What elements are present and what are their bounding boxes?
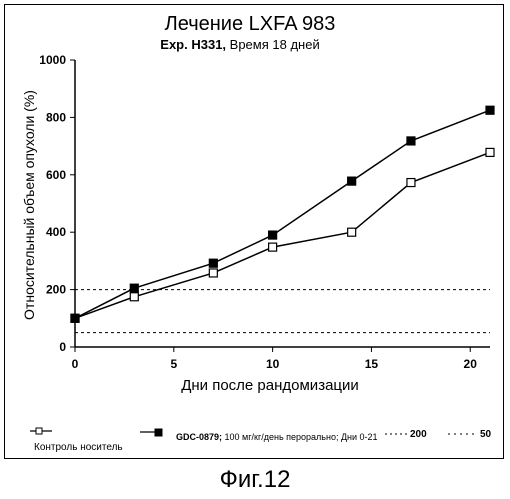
data-point-2 — [407, 137, 415, 145]
legend-marker-control — [36, 428, 42, 434]
legend-label-gdc-detail: 100 мг/кг/день перорально; Дни 0-21 — [222, 432, 378, 442]
data-point-2 — [348, 177, 356, 185]
legend-label-gdc: GDC-0879; 100 мг/кг/день перорально; Дни… — [176, 432, 378, 442]
x-tick-label: 10 — [266, 357, 280, 371]
y-tick-label: 400 — [46, 225, 66, 239]
data-point-2 — [486, 106, 494, 114]
axes: 0 200 400 600 800 1000 0 5 10 15 20 — [39, 53, 490, 371]
data-point-2 — [209, 259, 217, 267]
data-point-1 — [348, 228, 356, 236]
data-point-2 — [130, 284, 138, 292]
chart-subtitle: Exp. H331, Время 18 дней — [160, 37, 319, 52]
data-point-1 — [130, 293, 138, 301]
x-tick-label: 15 — [365, 357, 379, 371]
x-tick-label: 0 — [72, 357, 79, 371]
x-tick-label: 20 — [464, 357, 478, 371]
data-point-1 — [407, 179, 415, 187]
data-point-1 — [209, 269, 217, 277]
legend-marker-gdc — [155, 429, 162, 436]
x-axis-label: Дни после рандомизации — [181, 377, 359, 394]
y-tick-label: 600 — [46, 168, 66, 182]
data-point-2 — [71, 314, 79, 322]
line-chart: Лечение LXFA 983 Exp. H331, Время 18 дне… — [0, 0, 510, 460]
legend-label-gdc-name: GDC-0879; — [176, 432, 222, 442]
data-point-2 — [269, 231, 277, 239]
legend-label-control: Контроль носитель — [34, 442, 123, 453]
data-point-1 — [269, 243, 277, 251]
y-tick-label: 1000 — [39, 53, 66, 67]
y-axis-label: Относительный объем опухоли (%) — [21, 90, 37, 320]
chart-title: Лечение LXFA 983 — [165, 13, 336, 35]
legend: Контроль носитель GDC-0879; 100 мг/кг/ден… — [30, 428, 492, 453]
y-tick-label: 0 — [59, 340, 66, 354]
y-tick-label: 800 — [46, 110, 66, 124]
y-tick-label: 200 — [46, 283, 66, 297]
data-point-1 — [486, 148, 494, 156]
chart-subtitle-rest: Время 18 дней — [226, 37, 320, 52]
legend-label-ref-50: 50 — [480, 429, 492, 440]
chart-subtitle-bold: Exp. H331, — [160, 37, 226, 52]
x-tick-label: 5 — [170, 357, 177, 371]
figure-caption: Фиг.12 — [0, 466, 510, 494]
legend-label-ref-200: 200 — [410, 429, 427, 440]
